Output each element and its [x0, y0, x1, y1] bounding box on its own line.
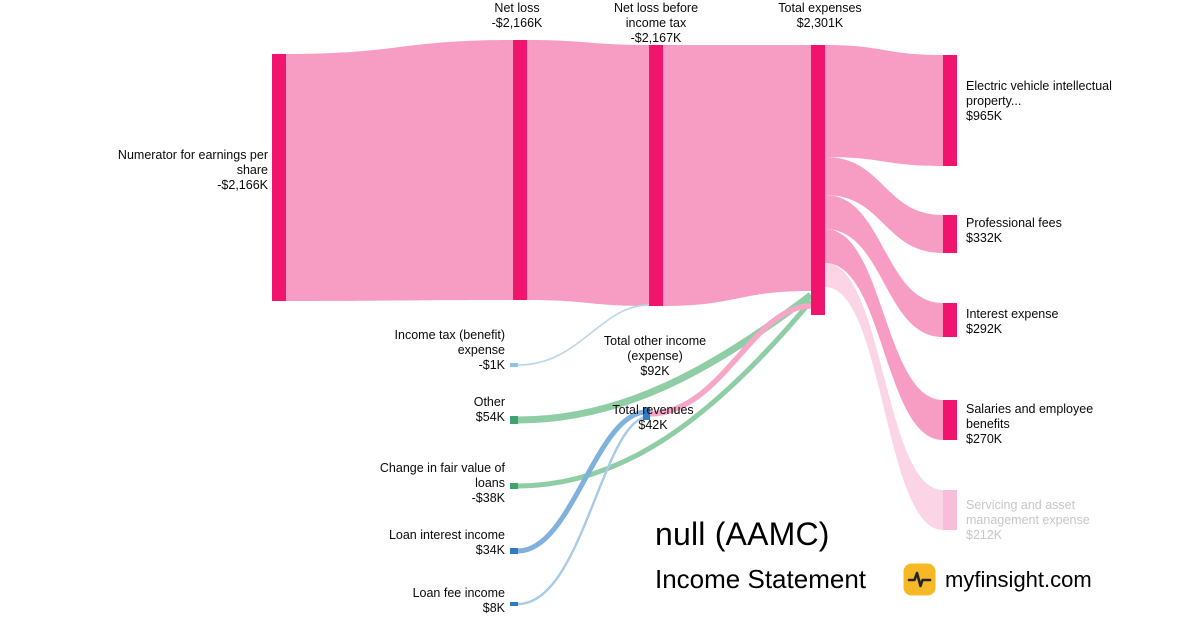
flow-net-loss-to-nlbt: [527, 40, 649, 306]
node-electric-vehicle[interactable]: [943, 55, 957, 166]
label-electric-vehicle-value: $965K: [966, 109, 1003, 123]
flow-loan-fee-to-revenues: [517, 415, 647, 606]
brand-domain: myfinsight.com: [945, 566, 1092, 592]
node-salaries[interactable]: [943, 400, 957, 440]
label-income-tax: Income tax (benefit) expense -$1K: [375, 328, 505, 373]
label-total-expenses-text: Total expenses: [778, 1, 862, 15]
statement-title: Income Statement: [655, 564, 866, 594]
label-interest-expense: Interest expense $292K: [966, 307, 1116, 337]
label-nlbt-text: Net loss before income tax: [613, 1, 699, 30]
label-other-text: Other: [473, 395, 505, 409]
label-professional-fees-text: Professional fees: [966, 216, 1062, 230]
label-professional-fees-value: $332K: [966, 231, 1003, 245]
flow-nlbt-to-total-expenses: [663, 45, 811, 306]
label-loan-interest: Loan interest income $34K: [355, 528, 505, 558]
label-total-expenses-value: $2,301K: [796, 16, 844, 30]
flow-expenses-to-salaries: [825, 229, 943, 440]
label-loan-fee: Loan fee income $8K: [355, 586, 505, 616]
label-numerator-value: -$2,166K: [217, 178, 268, 192]
label-professional-fees: Professional fees $332K: [966, 216, 1116, 246]
label-interest-expense-text: Interest expense: [966, 307, 1059, 321]
flow-expenses-to-professional-fees: [825, 157, 943, 253]
label-numerator: Numerator for earnings per share -$2,166…: [98, 148, 268, 193]
label-nlbt: Net loss before income tax -$2,167K: [601, 1, 711, 46]
label-loan-fee-value: $8K: [482, 601, 505, 615]
label-total-revenues-text: Total revenues: [612, 403, 694, 417]
node-net-loss[interactable]: [513, 40, 527, 300]
label-total-expenses: Total expenses $2,301K: [755, 1, 885, 31]
label-servicing: Servicing and asset management expense $…: [966, 498, 1111, 543]
node-nlbt[interactable]: [649, 45, 663, 306]
label-income-tax-text: Income tax (benefit) expense: [394, 328, 505, 357]
node-interest-expense[interactable]: [943, 303, 957, 337]
myfinsight-logo-icon: [903, 563, 936, 596]
label-electric-vehicle: Electric vehicle intellectual property..…: [966, 79, 1118, 124]
label-salaries: Salaries and employee benefits $270K: [966, 402, 1106, 447]
flow-expenses-to-servicing: [825, 263, 943, 530]
label-other-value: $54K: [475, 410, 505, 424]
node-change-fv[interactable]: [510, 483, 518, 489]
node-professional-fees[interactable]: [943, 215, 957, 253]
label-income-tax-value: -$1K: [478, 358, 505, 372]
label-interest-expense-value: $292K: [966, 322, 1003, 336]
node-loan-fee[interactable]: [510, 602, 518, 606]
flow-revenues-to-expenses: [648, 303, 812, 417]
label-servicing-text: Servicing and asset management expense: [966, 498, 1090, 527]
label-change-fv: Change in fair value of loans -$38K: [355, 461, 505, 506]
label-total-other-income-value: $92K: [640, 364, 670, 378]
label-nlbt-value: -$2,167K: [630, 31, 682, 45]
label-salaries-value: $270K: [966, 432, 1003, 446]
label-servicing-value: $212K: [966, 528, 1003, 542]
company-title: null (AAMC): [655, 516, 830, 552]
node-income-tax[interactable]: [510, 363, 518, 367]
label-loan-interest-value: $34K: [475, 543, 505, 557]
node-other[interactable]: [510, 416, 518, 424]
node-servicing[interactable]: [943, 490, 957, 530]
label-total-revenues-value: $42K: [638, 418, 668, 432]
label-net-loss: Net loss -$2,166K: [457, 1, 577, 31]
label-total-revenues: Total revenues $42K: [593, 403, 713, 433]
node-total-expenses[interactable]: [811, 45, 825, 315]
label-change-fv-value: -$38K: [471, 491, 505, 505]
node-numerator[interactable]: [272, 54, 286, 301]
label-electric-vehicle-text: Electric vehicle intellectual property..…: [966, 79, 1112, 108]
label-change-fv-text: Change in fair value of loans: [379, 461, 505, 490]
label-loan-fee-text: Loan fee income: [412, 586, 505, 600]
label-loan-interest-text: Loan interest income: [388, 528, 505, 542]
label-salaries-text: Salaries and employee benefits: [966, 402, 1094, 431]
flow-loan-interest-to-revenues: [517, 409, 647, 554]
flow-income-tax-to-nlbt: [517, 304, 650, 366]
node-loan-interest[interactable]: [510, 548, 518, 554]
brand: myfinsight.com: [903, 563, 1092, 596]
label-total-other-income-text: Total other income (expense): [603, 334, 707, 363]
flow-expenses-to-interest-expense: [825, 195, 943, 337]
label-total-other-income: Total other income (expense) $92K: [595, 334, 715, 379]
flow-numerator-to-net-loss: [286, 40, 513, 301]
label-net-loss-value: -$2,166K: [491, 16, 543, 30]
node-total-revenues[interactable]: [643, 407, 650, 420]
label-net-loss-text: Net loss: [494, 1, 540, 15]
label-numerator-text: Numerator for earnings per share: [117, 148, 268, 177]
label-other: Other $54K: [375, 395, 505, 425]
flow-expenses-to-electric-vehicle: [825, 45, 943, 166]
flow-change-fv-to-total-other-income: [517, 299, 813, 489]
